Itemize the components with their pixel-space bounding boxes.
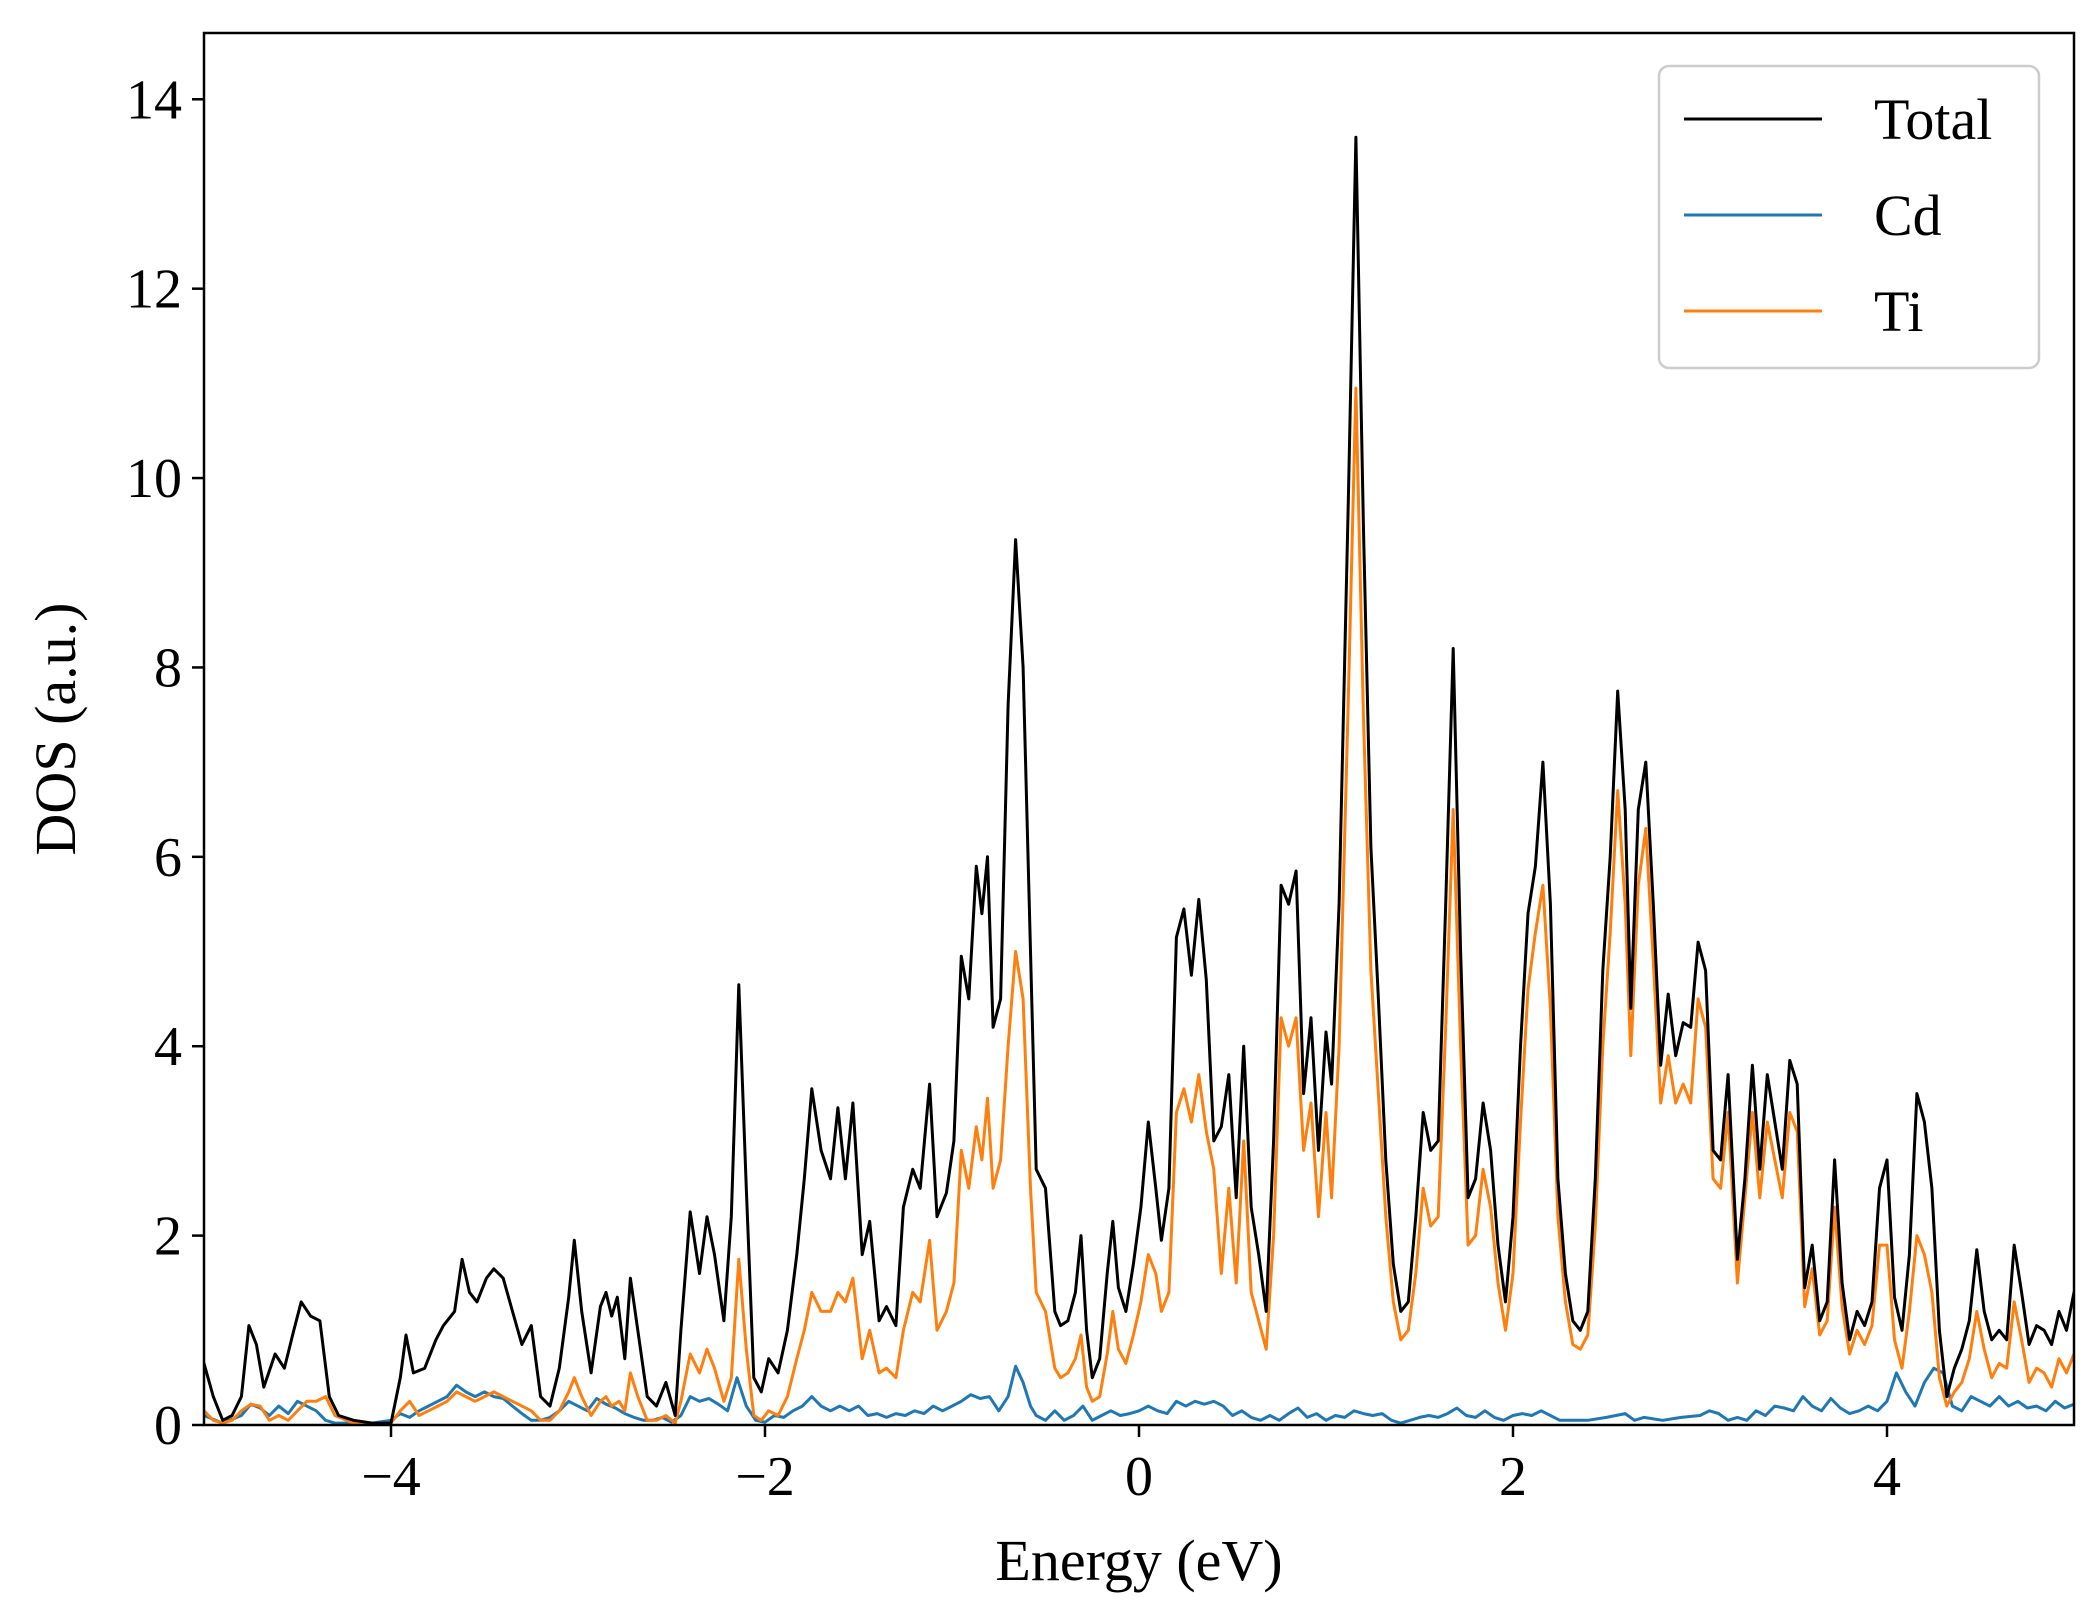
legend: Total Cd Ti — [1657, 64, 2041, 370]
x-tick-label: −2 — [735, 1446, 795, 1508]
y-tick-label: 4 — [154, 1016, 182, 1078]
x-tick-label: 4 — [1873, 1446, 1901, 1508]
series-layer — [204, 135, 2074, 1425]
y-axis-label: DOS (a.u.) — [23, 603, 88, 856]
series-line-ti — [204, 386, 2074, 1425]
legend-label-total: Total — [1874, 87, 1992, 152]
y-tick-label: 14 — [126, 69, 182, 131]
x-tick-label: 0 — [1125, 1446, 1153, 1508]
x-tick-label: 2 — [1499, 1446, 1527, 1508]
y-tick-label: 2 — [154, 1206, 182, 1268]
series-line-cd — [204, 1364, 2074, 1425]
y-axis-ticks: 0 2 4 6 8 10 12 14 — [126, 69, 204, 1457]
x-tick-label: −4 — [361, 1446, 421, 1508]
legend-label-cd: Cd — [1874, 183, 1942, 248]
y-tick-label: 10 — [126, 448, 182, 510]
x-axis-ticks: −4 −2 0 2 4 — [361, 1425, 1901, 1508]
legend-label-ti: Ti — [1874, 279, 1924, 344]
y-tick-label: 6 — [154, 827, 182, 889]
y-tick-label: 0 — [154, 1395, 182, 1457]
x-axis-label: Energy (eV) — [995, 1528, 1282, 1593]
series-line-total — [204, 135, 2074, 1425]
y-tick-label: 12 — [126, 259, 182, 321]
y-tick-label: 8 — [154, 637, 182, 699]
legend-box — [1657, 64, 2041, 370]
